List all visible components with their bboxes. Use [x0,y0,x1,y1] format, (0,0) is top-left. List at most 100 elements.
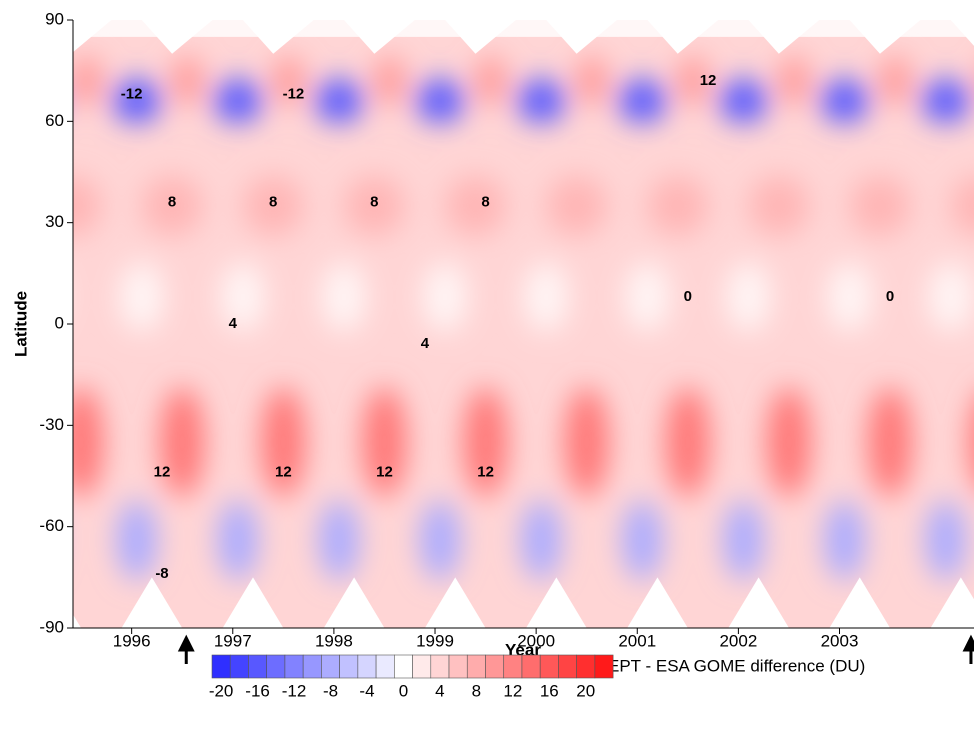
colorbar-cell [577,655,595,678]
blob [322,262,366,332]
contour-field [0,20,974,628]
colorbar-tick-label: 20 [576,681,595,700]
contour-label: 12 [275,464,292,481]
blob [850,176,911,236]
colorbar-cell [485,655,503,678]
contour-label: -12 [121,85,143,102]
blob [666,387,710,497]
blob [319,500,359,580]
contour-label: 8 [481,193,489,210]
blob [218,500,258,580]
colorbar-tick-label: -16 [245,681,270,700]
blob [564,387,608,497]
colorbar-cell [522,655,540,678]
contour-label: 0 [886,288,894,305]
colorbar-tick-label: 16 [540,681,559,700]
colorbar-cell [413,655,431,678]
blob [625,262,669,332]
blob [172,56,202,106]
x-tick-label: 1998 [315,631,353,650]
blob [820,79,869,123]
blob [120,262,164,332]
y-tick-label: 60 [45,111,64,130]
colorbar-cell [504,655,522,678]
blob [116,500,156,580]
colorbar-cell [595,655,613,678]
contour-label: 8 [269,193,277,210]
contour-label: 8 [370,193,378,210]
blob [767,387,811,497]
blob [374,56,404,106]
blob [726,262,770,332]
colorbar-tick-label: -20 [209,681,234,700]
blob [71,56,101,106]
x-tick-label: 2000 [517,631,555,650]
blob [423,262,467,332]
blob [925,500,965,580]
contour-label: -8 [155,565,168,582]
contour-label: 8 [168,193,176,210]
arrow [965,638,974,664]
no-data [0,20,10,54]
contour-label: 12 [700,72,717,89]
colorbar-cell [449,655,467,678]
y-tick-label: 0 [55,313,64,332]
contour-label: 12 [477,464,494,481]
y-tick-label: 90 [45,9,64,28]
colorbar-cell [558,655,576,678]
blob [748,176,809,236]
colorbar-tick-label: -12 [282,681,307,700]
blob [647,176,708,236]
blob [445,176,506,236]
x-tick-label: 1999 [416,631,454,650]
blob [921,79,970,123]
x-tick-label: 2001 [618,631,656,650]
colorbar-tick-label: -4 [359,681,374,700]
colorbar-cell [431,655,449,678]
colorbar-cell [267,655,285,678]
colorbar-cell [303,655,321,678]
blob [420,500,460,580]
contour-label: 12 [376,464,393,481]
colorbar-cell [376,655,394,678]
no-data [73,20,974,37]
blob [214,79,263,123]
colorbar-label: EPT - ESA GOME difference (DU) [608,656,865,675]
blob [0,387,2,497]
y-axis-label: Latitude [11,291,30,357]
contour-label: 12 [154,464,171,481]
colorbar-cell [540,655,558,678]
colorbar-tick-label: 12 [503,681,522,700]
blob [827,262,871,332]
colorbar-cell [340,655,358,678]
blob [546,176,607,236]
blob [928,262,972,332]
colorbar-cell [467,655,485,678]
contour-label: 4 [421,335,430,352]
blob [577,56,607,106]
blob [622,500,662,580]
blob [880,56,910,106]
colorbar-cell [212,655,230,678]
colorbar-cell [394,655,412,678]
y-tick-label: -60 [39,516,64,535]
colorbar-tick-label: -8 [323,681,338,700]
y-tick-label: 30 [45,212,64,231]
blob [719,79,768,123]
blob [59,387,103,497]
colorbar-tick-label: 8 [472,681,481,700]
blob [15,500,55,580]
contour-label: 0 [684,288,692,305]
x-tick-label: 2002 [719,631,757,650]
x-tick-label: 1997 [214,631,252,650]
blob [868,387,912,497]
blob [160,387,204,497]
colorbar-tick-label: 4 [435,681,444,700]
colorbar-cell [358,655,376,678]
x-tick-label: 1996 [113,631,151,650]
y-tick-label: -90 [39,617,64,636]
contour-label: 4 [229,315,238,332]
colorbar-cell [285,655,303,678]
blob [221,262,265,332]
